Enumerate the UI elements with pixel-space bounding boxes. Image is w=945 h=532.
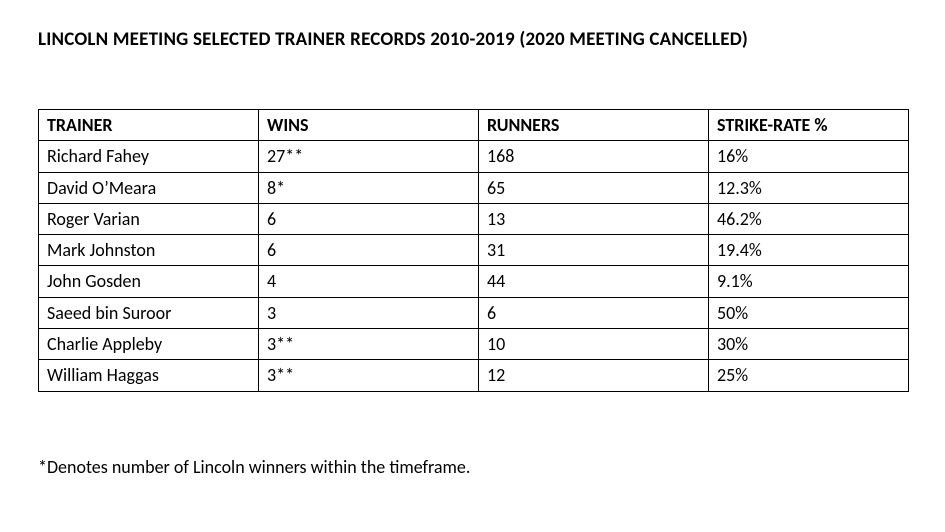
table-row: Richard Fahey27**16816% <box>39 141 909 172</box>
cell-runners: 12 <box>479 360 709 391</box>
page-title: LINCOLN MEETING SELECTED TRAINER RECORDS… <box>38 28 913 51</box>
cell-strike: 12.3% <box>709 172 909 203</box>
table-row: David O’Meara8*6512.3% <box>39 172 909 203</box>
cell-wins: 3** <box>259 360 479 391</box>
cell-trainer: Saeed bin Suroor <box>39 297 259 328</box>
table-row: Saeed bin Suroor3650% <box>39 297 909 328</box>
cell-strike: 50% <box>709 297 909 328</box>
cell-wins: 3** <box>259 329 479 360</box>
cell-wins: 4 <box>259 266 479 297</box>
cell-wins: 3 <box>259 297 479 328</box>
table-row: Charlie Appleby3**1030% <box>39 329 909 360</box>
trainer-records-table: TRAINER WINS RUNNERS STRIKE-RATE % Richa… <box>38 109 909 392</box>
table-body: Richard Fahey27**16816%David O’Meara8*65… <box>39 141 909 391</box>
cell-runners: 168 <box>479 141 709 172</box>
cell-runners: 6 <box>479 297 709 328</box>
cell-trainer: Richard Fahey <box>39 141 259 172</box>
col-header-strike: STRIKE-RATE % <box>709 110 909 141</box>
cell-trainer: Roger Varian <box>39 203 259 234</box>
cell-strike: 46.2% <box>709 203 909 234</box>
col-header-wins: WINS <box>259 110 479 141</box>
cell-runners: 31 <box>479 235 709 266</box>
table-row: John Gosden4449.1% <box>39 266 909 297</box>
cell-strike: 9.1% <box>709 266 909 297</box>
cell-strike: 30% <box>709 329 909 360</box>
cell-trainer: William Haggas <box>39 360 259 391</box>
col-header-trainer: TRAINER <box>39 110 259 141</box>
cell-strike: 16% <box>709 141 909 172</box>
cell-strike: 25% <box>709 360 909 391</box>
cell-trainer: David O’Meara <box>39 172 259 203</box>
cell-wins: 8* <box>259 172 479 203</box>
cell-trainer: Charlie Appleby <box>39 329 259 360</box>
cell-trainer: Mark Johnston <box>39 235 259 266</box>
footnote: *Denotes number of Lincoln winners withi… <box>38 456 913 478</box>
document-page: LINCOLN MEETING SELECTED TRAINER RECORDS… <box>0 0 945 506</box>
cell-wins: 6 <box>259 203 479 234</box>
cell-wins: 6 <box>259 235 479 266</box>
cell-strike: 19.4% <box>709 235 909 266</box>
col-header-runners: RUNNERS <box>479 110 709 141</box>
cell-runners: 10 <box>479 329 709 360</box>
cell-runners: 65 <box>479 172 709 203</box>
cell-wins: 27** <box>259 141 479 172</box>
table-row: Mark Johnston63119.4% <box>39 235 909 266</box>
cell-trainer: John Gosden <box>39 266 259 297</box>
table-header-row: TRAINER WINS RUNNERS STRIKE-RATE % <box>39 110 909 141</box>
table-row: Roger Varian61346.2% <box>39 203 909 234</box>
cell-runners: 13 <box>479 203 709 234</box>
cell-runners: 44 <box>479 266 709 297</box>
table-row: William Haggas3**1225% <box>39 360 909 391</box>
